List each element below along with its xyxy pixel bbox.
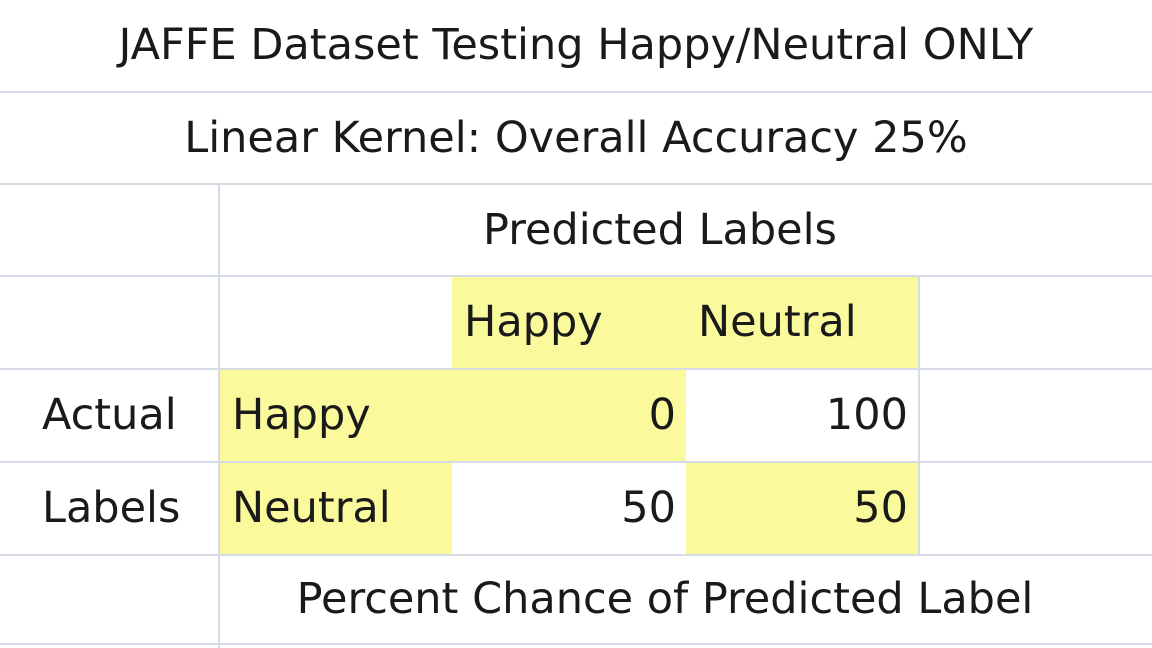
gridline: [0, 461, 1152, 463]
table-footer: Percent Chance of Predicted Label: [296, 574, 1034, 624]
row-header-happy: Happy: [220, 370, 452, 461]
gridline: [918, 277, 920, 554]
table-subtitle: Linear Kernel: Overall Accuracy 25%: [184, 112, 968, 163]
gridline: [0, 554, 1152, 556]
gridline: [0, 91, 1152, 93]
cell-happy-happy: 0: [452, 370, 686, 461]
cell-happy-neutral: 100: [686, 370, 918, 461]
gridline: [0, 368, 1152, 370]
column-header-happy: Happy: [452, 277, 686, 368]
cell-neutral-happy: 50: [452, 463, 686, 554]
table-title: JAFFE Dataset Testing Happy/Neutral ONLY: [118, 20, 1034, 70]
actual-label-line2: Labels: [42, 483, 181, 533]
row-header-neutral: Neutral: [220, 463, 452, 554]
column-header-neutral: Neutral: [686, 277, 918, 368]
actual-label-line1: Actual: [42, 390, 177, 440]
gridline: [0, 183, 1152, 185]
cell-neutral-neutral: 50: [686, 463, 918, 554]
predicted-labels-header: Predicted Labels: [483, 204, 837, 255]
gridline: [218, 185, 220, 648]
gridline: [0, 275, 1152, 277]
gridline: [0, 643, 1152, 645]
